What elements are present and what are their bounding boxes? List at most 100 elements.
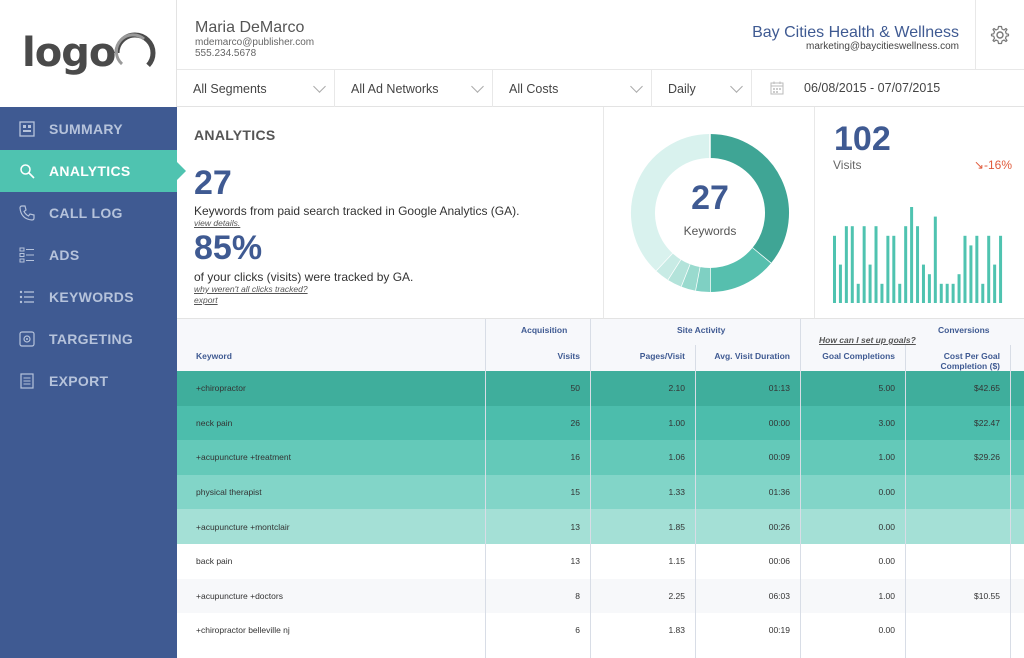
segments-select-value: All Segments (193, 81, 267, 96)
table-cell-visits: 13 (570, 556, 580, 567)
table-cell-keyword: +acupuncture +montclair (196, 521, 290, 532)
visits-bar (987, 235, 991, 303)
client-name: Bay Cities Health & Wellness (752, 24, 959, 41)
table-header: Acquisition Site Activity How can I set … (177, 319, 1024, 371)
table-cell-pages: 1.00 (668, 417, 685, 428)
column-header-visits[interactable]: Visits (557, 351, 580, 361)
interval-select[interactable]: Daily (652, 70, 752, 107)
donut-segment (695, 266, 711, 292)
goals-setup-link[interactable]: How can I set up goals? (819, 335, 916, 345)
why-not-tracked-link[interactable]: why weren't all clicks tracked? (194, 284, 308, 294)
sidebar-item-label: EXPORT (49, 373, 109, 389)
costs-select[interactable]: All Costs (493, 70, 652, 107)
table-row[interactable]: neck pain 26 1.00 00:00 3.00 $22.47 (177, 405, 1024, 441)
visits-bar (993, 264, 997, 303)
export-link[interactable]: export (194, 295, 218, 305)
trend-down-icon: ↘ (973, 158, 984, 172)
client-email: marketing@baycitieswellness.com (806, 41, 959, 52)
donut-segment (709, 247, 771, 292)
table-cell-goals: 1.00 (878, 590, 895, 601)
document-icon (18, 372, 36, 390)
date-range-value: 06/08/2015 - 07/07/2015 (804, 81, 941, 95)
logo[interactable]: logo (22, 30, 116, 76)
visits-bar (892, 235, 896, 303)
visits-bar (963, 235, 967, 303)
sidebar-item-targeting[interactable]: TARGETING (0, 318, 177, 360)
table-row[interactable]: +acupuncture +doctors 8 2.25 06:03 1.00 $10.5… (177, 578, 1024, 614)
table-row[interactable]: physical therapist 15 1.33 01:36 0.00 (177, 474, 1024, 510)
visits-bar (927, 274, 931, 303)
table-cell-visits: 13 (570, 521, 580, 532)
column-header-goal-completions[interactable]: Goal Completions (822, 351, 895, 361)
visits-bar (933, 216, 937, 303)
table-cell-keyword: +chiropractor belleville nj (196, 625, 290, 636)
sidebar-item-ads[interactable]: ADS (0, 234, 177, 276)
table-cell-visits: 6 (575, 625, 580, 636)
segments-select[interactable]: All Segments (177, 70, 335, 107)
sidebar-item-label: TARGETING (49, 331, 134, 347)
table-row[interactable]: +acupuncture +montclair 13 1.85 00:26 0.00 (177, 509, 1024, 544)
column-header-pages-visit[interactable]: Pages/Visit (639, 351, 685, 361)
keywords-donut-chart: 27 Keywords (630, 133, 790, 293)
column-header-avg-duration[interactable]: Avg. Visit Duration (714, 351, 790, 361)
phone-icon (18, 204, 36, 222)
table-cell-keyword: +acupuncture +doctors (196, 590, 283, 601)
visits-bar (844, 226, 848, 303)
table-cell-pages: 2.25 (668, 590, 685, 601)
donut-value: 27 (691, 179, 729, 217)
table-cell-duration: 01:13 (768, 383, 790, 394)
sidebar-item-analytics[interactable]: ANALYTICS (0, 150, 186, 192)
sidebar-item-call-log[interactable]: CALL LOG (0, 192, 177, 234)
sidebar-item-summary[interactable]: SUMMARY (0, 108, 177, 150)
ads-icon (18, 246, 36, 264)
table-body: +chiropractor 50 2.10 01:13 5.00 $42.65 neck p… (177, 371, 1024, 648)
ad-networks-select[interactable]: All Ad Networks (335, 70, 493, 107)
column-header-keyword[interactable]: Keyword (196, 351, 232, 361)
user-email: mdemarco@publisher.com (195, 37, 315, 48)
ad-networks-select-value: All Ad Networks (351, 81, 439, 96)
sidebar-item-label: KEYWORDS (49, 289, 134, 305)
date-range-picker[interactable]: 06/08/2015 - 07/07/2015 (752, 70, 1024, 106)
table-row[interactable]: +chiropractor belleville nj 6 1.83 00:19 0.0… (177, 613, 1024, 648)
table-cell-pages: 1.83 (668, 625, 685, 636)
sidebar-item-keywords[interactable]: KEYWORDS (0, 276, 177, 318)
column-divider (905, 345, 906, 658)
chevron-down-icon (630, 80, 643, 93)
column-divider (695, 345, 696, 658)
donut-separator (655, 252, 673, 272)
sidebar-item-label: CALL LOG (49, 205, 123, 221)
table-cell-cost (905, 509, 1000, 544)
chevron-down-icon (730, 80, 743, 93)
visits-bar (868, 264, 872, 303)
list-icon (18, 288, 36, 306)
header: Maria DeMarco mdemarco@publisher.com 555… (177, 0, 1024, 70)
chevron-down-icon (471, 80, 484, 93)
table-cell-goals: 3.00 (878, 417, 895, 428)
visits-bar (862, 226, 866, 303)
table-cell-keyword: +acupuncture +treatment (196, 452, 291, 463)
table-cell-duration: 00:00 (768, 417, 790, 428)
visits-panel: 102 Visits ↘-16% (815, 107, 1024, 319)
table-cell-goals: 0.00 (878, 556, 895, 567)
visits-bar (904, 226, 908, 303)
sidebar-item-export[interactable]: EXPORT (0, 360, 177, 402)
visits-bar (850, 226, 854, 303)
visits-bar (833, 235, 836, 303)
visits-bar (916, 226, 920, 303)
costs-select-value: All Costs (509, 81, 559, 96)
visits-bar (999, 235, 1003, 303)
view-details-link[interactable]: view details. (194, 218, 241, 228)
table-cell-cost (905, 475, 1000, 510)
sidebar-nav: SUMMARY ANALYTICS CALL LOG ADS KEYWORDS … (0, 108, 186, 402)
table-row[interactable]: +chiropractor 50 2.10 01:13 5.00 $42.65 (177, 371, 1024, 406)
table-row[interactable]: back pain 13 1.15 00:06 0.00 (177, 543, 1024, 579)
table-row[interactable]: +acupuncture +treatment 16 1.06 00:09 1.00 $2… (177, 440, 1024, 475)
table-cell-cost: $22.47 (974, 417, 1000, 428)
table-cell-keyword: physical therapist (196, 487, 262, 498)
clicks-tracked-percent: 85% (194, 229, 263, 267)
column-header-cost-per-goal[interactable]: Cost Per Goal Completion ($) (940, 351, 1001, 371)
table-cell-duration: 00:19 (768, 625, 790, 636)
visits-bar (921, 264, 925, 303)
settings-button[interactable] (975, 0, 1024, 70)
visits-bar (939, 283, 943, 303)
